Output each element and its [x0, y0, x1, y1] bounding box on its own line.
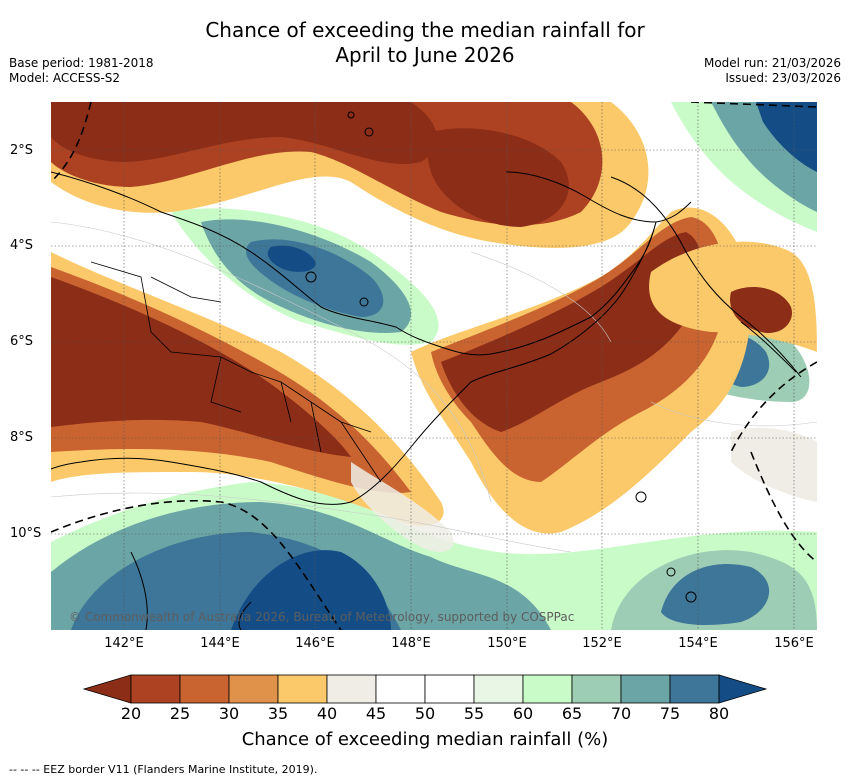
- colorbar-tick: 20: [120, 704, 142, 723]
- colorbar-tick: 25: [169, 704, 191, 723]
- lat-label: 2°S: [10, 143, 34, 158]
- lat-label: 8°S: [10, 430, 34, 445]
- meta-left: Base period: 1981-2018 Model: ACCESS-S2: [9, 56, 154, 86]
- colorbar-tick: 55: [463, 704, 485, 723]
- contour-darkblue-north: [267, 245, 316, 272]
- lon-label: 148°E: [391, 636, 431, 651]
- colorbar-cell: [522, 674, 573, 704]
- province-borders: [90, 261, 382, 483]
- bougainville-coast: [740, 321, 797, 373]
- colorbar-cell: [277, 674, 328, 704]
- colorbar-tick: 65: [561, 704, 583, 723]
- colorbar-tick: 45: [365, 704, 387, 723]
- lat-label: 4°S: [10, 238, 34, 253]
- contour-lines: [51, 221, 817, 553]
- model-run: Model run: 21/03/2026: [703, 56, 841, 70]
- contour-grey-east: [731, 427, 817, 502]
- map-panel[interactable]: © Commonwealth of Australia 2026, Bureau…: [51, 102, 817, 630]
- colorbar-cell: [473, 674, 524, 704]
- lat-label: 10°S: [10, 526, 42, 541]
- colorbar-extend-low: [82, 674, 132, 704]
- lon-label: 156°E: [774, 636, 814, 651]
- colorbar-cell: [326, 674, 377, 704]
- meta-right: Model run: 21/03/2026 Issued: 23/03/2026: [704, 56, 841, 86]
- lon-label: 142°E: [104, 636, 144, 651]
- colorbar-cell: [228, 674, 279, 704]
- chart-title: Chance of exceeding the median rainfall …: [0, 18, 850, 68]
- colorbar-cell: [424, 674, 475, 704]
- colorbar-tick: 60: [512, 704, 534, 723]
- colorbar-tick: 75: [659, 704, 681, 723]
- lon-label: 146°E: [295, 636, 335, 651]
- contour-darkbrown-north: [51, 102, 438, 165]
- contour-darkbrown-east: [730, 287, 792, 333]
- title-line-1: Chance of exceeding the median rainfall …: [205, 18, 645, 42]
- colorbar-cell: [375, 674, 426, 704]
- lon-label: 150°E: [487, 636, 527, 651]
- contour-darkbrown-central: [441, 232, 702, 432]
- colorbar-tick: 35: [267, 704, 289, 723]
- contour-darkbrown-west: [51, 277, 351, 457]
- colorbar-tick: 80: [708, 704, 730, 723]
- colorbar-cell: [130, 674, 181, 704]
- colorbar-label: Chance of exceeding median rainfall (%): [241, 729, 609, 750]
- colorbar-cell: [179, 674, 230, 704]
- contour-darkbrown-north-2: [427, 128, 569, 227]
- colorbar-cell: [571, 674, 622, 704]
- colorbar-tick: 40: [316, 704, 338, 723]
- lat-label: 6°S: [10, 334, 34, 349]
- issued-date: Issued: 23/03/2026: [725, 71, 841, 85]
- contour-darkblue-northeast: [756, 102, 817, 172]
- model-name: Model: ACCESS-S2: [9, 71, 121, 85]
- copyright-notice: © Commonwealth of Australia 2026, Bureau…: [69, 610, 575, 624]
- title-line-2: April to June 2026: [335, 43, 515, 67]
- colorbar-tick: 70: [610, 704, 632, 723]
- colorbar-cell: [669, 674, 720, 704]
- colorbar-cell: [620, 674, 671, 704]
- colorbar-extend-high: [718, 674, 768, 704]
- australia-coast: [130, 551, 252, 630]
- lon-label: 152°E: [582, 636, 622, 651]
- lon-label: 144°E: [200, 636, 240, 651]
- eez-borders: [51, 102, 817, 630]
- new-guinea-coast: [51, 171, 657, 505]
- contour-darkblue-south: [231, 550, 391, 630]
- colorbar-tick: 50: [414, 704, 436, 723]
- contour-blue-southeast: [661, 564, 770, 625]
- graticule: [51, 102, 817, 630]
- colorbar-tick: 30: [218, 704, 240, 723]
- rainfall-map: [51, 102, 817, 630]
- lon-label: 154°E: [678, 636, 718, 651]
- eez-footnote: -- -- -- EEZ border V11 (Flanders Marine…: [9, 763, 318, 776]
- new-britain-coast: [505, 171, 692, 223]
- base-period: Base period: 1981-2018: [9, 56, 154, 70]
